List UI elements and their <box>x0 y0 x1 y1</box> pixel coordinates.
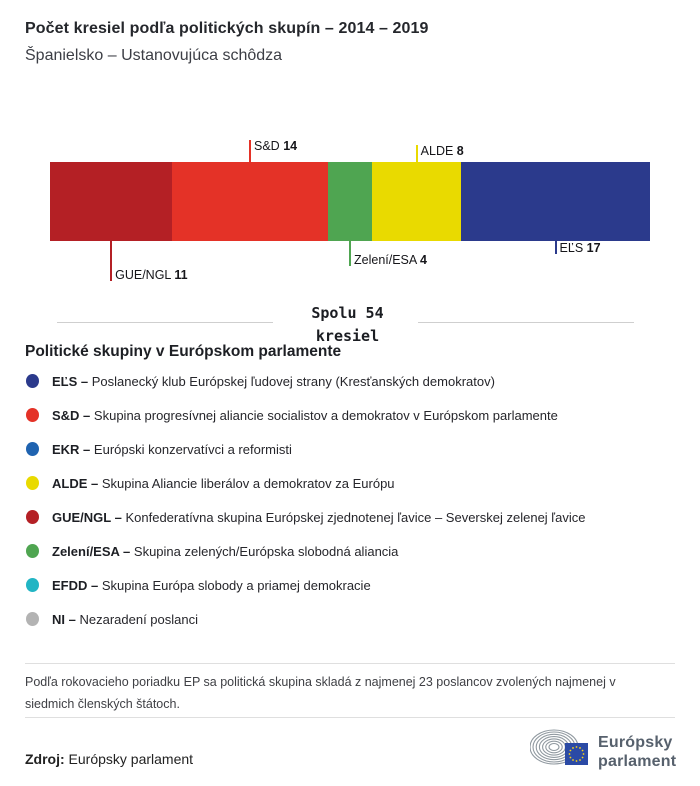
callout-label: Zelení/ESA 4 <box>354 253 427 267</box>
legend-item-label: Zelení/ESA – Skupina zelených/Európska s… <box>52 543 399 559</box>
legend-item-label: EKR – Európski konzervatívci a reformist… <box>52 441 292 457</box>
bar-segment-gue-ngl <box>50 162 173 241</box>
legend-item-label: NI – Nezaradení poslanci <box>52 611 198 627</box>
legend-color-dot-icon <box>26 442 39 456</box>
european-parliament-logo-icon <box>530 729 588 765</box>
callout-label: S&D 14 <box>254 139 298 153</box>
bar-segment-alde <box>372 162 462 241</box>
legend-color-dot-icon <box>26 578 39 592</box>
legend-color-dot-icon <box>26 476 39 490</box>
total-divider-right <box>418 322 634 323</box>
legend-color-dot-icon <box>26 544 39 558</box>
bar-segment-zelen-esa <box>327 162 373 241</box>
logo-wordmark: Európsky parlament <box>598 733 676 771</box>
callout-line-icon <box>415 145 418 162</box>
legend-item: GUE/NGL – Konfederatívna skupina Európsk… <box>25 500 675 534</box>
source-line: Zdroj: Európsky parlament <box>25 751 193 767</box>
footnote-divider-bottom <box>25 717 675 718</box>
legend-item-label: EĽS – Poslanecký klub Európskej ľudovej … <box>52 373 495 389</box>
legend-item-label: GUE/NGL – Konfederatívna skupina Európsk… <box>52 509 586 525</box>
legend-color-dot-icon <box>26 510 39 524</box>
source-label: Zdroj: <box>25 751 65 767</box>
total-line2: kresiel <box>315 327 380 345</box>
callout-line-icon <box>554 241 557 254</box>
legend-color-dot-icon <box>26 374 39 388</box>
footnote-text: Podľa rokovacieho poriadku EP sa politic… <box>25 675 616 711</box>
callout-label: GUE/NGL 11 <box>115 268 188 282</box>
callout-line-icon <box>349 241 351 266</box>
logo-line1: Európsky <box>598 734 673 751</box>
legend-color-dot-icon <box>26 612 39 626</box>
eu-flag-icon <box>565 743 588 765</box>
legend-item: EFDD – Skupina Európa slobody a priamej … <box>25 568 675 602</box>
footnote-divider-top <box>25 663 675 664</box>
callout-line-icon <box>249 140 251 162</box>
callout-line-icon <box>110 241 113 281</box>
total-line1: Spolu 54 <box>311 304 384 322</box>
total-divider-left <box>57 322 273 323</box>
total-seats-label: Spolu 54 kresiel <box>270 302 425 348</box>
legend-heading: Politické skupiny v Európskom parlamente <box>25 343 342 360</box>
legend-item-label: S&D – Skupina progresívnej aliancie soci… <box>52 407 558 423</box>
legend-item: S&D – Skupina progresívnej aliancie soci… <box>25 398 675 432</box>
page-title: Počet kresiel podľa politických skupín –… <box>25 20 429 37</box>
legend-list: EĽS – Poslanecký klub Európskej ľudovej … <box>25 364 675 636</box>
callout-label: EĽS 17 <box>559 241 601 255</box>
stacked-bar <box>50 162 650 241</box>
page-subtitle: Španielsko – Ustanovujúca schôdza <box>25 47 283 64</box>
legend-item: NI – Nezaradení poslanci <box>25 602 675 636</box>
legend-color-dot-icon <box>26 408 39 422</box>
legend-item: Zelení/ESA – Skupina zelených/Európska s… <box>25 534 675 568</box>
source-text: Európsky parlament <box>68 751 194 767</box>
legend-item-label: ALDE – Skupina Aliancie liberálov a demo… <box>52 475 395 491</box>
legend-item: EĽS – Poslanecký klub Európskej ľudovej … <box>25 364 675 398</box>
callout-label: ALDE 8 <box>420 144 464 158</box>
legend-item: ALDE – Skupina Aliancie liberálov a demo… <box>25 466 675 500</box>
legend-item-label: EFDD – Skupina Európa slobody a priamej … <box>52 577 371 593</box>
bar-segment-s-d <box>172 162 328 241</box>
logo-line2: parlament <box>598 753 677 770</box>
legend-item: EKR – Európski konzervatívci a reformist… <box>25 432 675 466</box>
bar-segment-e-s <box>461 162 650 241</box>
